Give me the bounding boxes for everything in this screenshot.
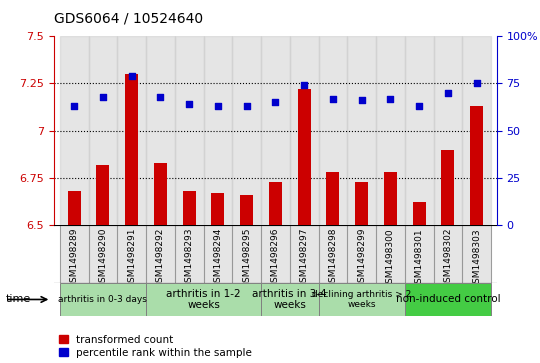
Bar xyxy=(146,36,175,225)
Text: declining arthritis > 2
weeks: declining arthritis > 2 weeks xyxy=(312,290,411,309)
Bar xyxy=(183,191,195,225)
Bar xyxy=(290,36,319,225)
Text: GSM1498295: GSM1498295 xyxy=(242,228,251,289)
Point xyxy=(415,103,423,109)
Bar xyxy=(319,225,347,283)
Bar xyxy=(175,36,204,225)
Text: GSM1498289: GSM1498289 xyxy=(70,228,79,289)
Text: arthritis in 0-3 days: arthritis in 0-3 days xyxy=(58,295,147,304)
Point xyxy=(271,99,280,105)
Bar xyxy=(434,36,462,225)
Bar xyxy=(319,36,347,225)
Bar xyxy=(117,225,146,283)
Bar xyxy=(261,36,290,225)
Bar xyxy=(89,36,117,225)
Point xyxy=(357,98,366,103)
Bar xyxy=(298,89,310,225)
Text: GSM1498300: GSM1498300 xyxy=(386,228,395,289)
Bar xyxy=(347,225,376,283)
Text: GSM1498298: GSM1498298 xyxy=(328,228,338,289)
Bar xyxy=(212,193,224,225)
Bar xyxy=(290,225,319,283)
Bar xyxy=(204,225,232,283)
Bar xyxy=(376,225,405,283)
Bar xyxy=(60,36,89,225)
Bar xyxy=(97,165,109,225)
Bar xyxy=(269,182,282,225)
Bar xyxy=(319,283,405,316)
Bar xyxy=(347,36,376,225)
Point xyxy=(127,73,136,79)
Bar xyxy=(204,36,232,225)
Point xyxy=(185,101,193,107)
Bar xyxy=(355,182,368,225)
Text: GDS6064 / 10524640: GDS6064 / 10524640 xyxy=(54,11,203,25)
Bar xyxy=(60,225,89,283)
Bar xyxy=(376,36,405,225)
Bar xyxy=(154,163,167,225)
Bar xyxy=(327,172,339,225)
Point xyxy=(386,96,395,102)
Text: GSM1498303: GSM1498303 xyxy=(472,228,481,289)
Text: GSM1498294: GSM1498294 xyxy=(213,228,222,288)
Bar xyxy=(470,106,483,225)
Bar xyxy=(384,172,397,225)
Point xyxy=(472,81,481,86)
Bar xyxy=(240,195,253,225)
Text: GSM1498299: GSM1498299 xyxy=(357,228,366,289)
Bar xyxy=(261,225,290,283)
Point xyxy=(300,82,308,88)
Text: GSM1498296: GSM1498296 xyxy=(271,228,280,289)
Bar xyxy=(232,36,261,225)
Bar xyxy=(68,191,80,225)
Point xyxy=(328,96,337,102)
Bar xyxy=(89,225,117,283)
Point xyxy=(443,90,452,96)
Point xyxy=(70,103,78,109)
Bar xyxy=(405,36,434,225)
Bar xyxy=(175,225,204,283)
Text: arthritis in 1-2
weeks: arthritis in 1-2 weeks xyxy=(166,289,241,310)
Text: GSM1498301: GSM1498301 xyxy=(415,228,424,289)
Text: GSM1498302: GSM1498302 xyxy=(443,228,453,289)
Bar xyxy=(232,225,261,283)
Bar xyxy=(413,203,426,225)
Bar xyxy=(405,225,434,283)
Point xyxy=(99,94,107,99)
Bar xyxy=(462,36,491,225)
Point xyxy=(214,103,222,109)
Bar xyxy=(442,150,454,225)
Bar xyxy=(146,225,175,283)
Bar xyxy=(60,283,146,316)
Bar xyxy=(434,225,462,283)
Text: non-induced control: non-induced control xyxy=(396,294,500,305)
Text: GSM1498293: GSM1498293 xyxy=(185,228,194,289)
Bar xyxy=(117,36,146,225)
Point xyxy=(242,103,251,109)
Bar xyxy=(405,283,491,316)
Text: arthritis in 3-4
weeks: arthritis in 3-4 weeks xyxy=(253,289,327,310)
Bar xyxy=(146,283,261,316)
Text: time: time xyxy=(5,294,31,305)
Point xyxy=(156,94,165,99)
Bar xyxy=(125,74,138,225)
Text: GSM1498292: GSM1498292 xyxy=(156,228,165,288)
Text: GSM1498297: GSM1498297 xyxy=(300,228,309,289)
Text: GSM1498290: GSM1498290 xyxy=(98,228,107,289)
Legend: transformed count, percentile rank within the sample: transformed count, percentile rank withi… xyxy=(59,335,252,358)
Bar xyxy=(261,283,319,316)
Text: GSM1498291: GSM1498291 xyxy=(127,228,136,289)
Bar xyxy=(462,225,491,283)
